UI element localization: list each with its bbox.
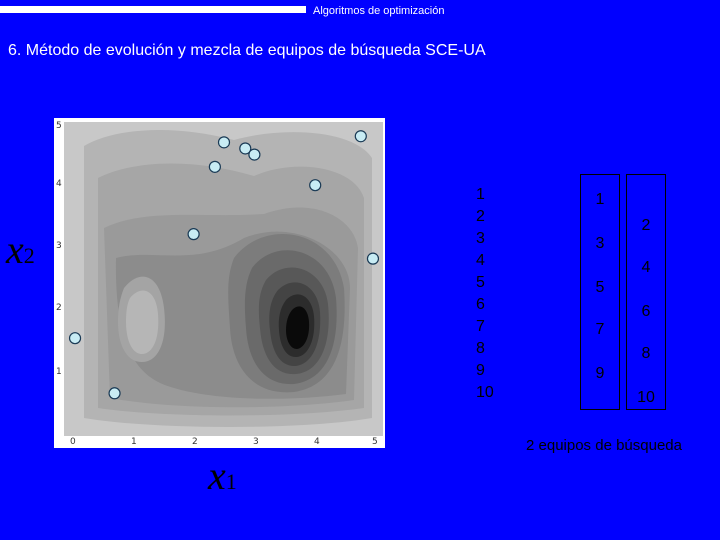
team-1-item: 1 <box>595 191 605 208</box>
x-axis-variable-base: x <box>208 453 226 498</box>
point-index: 9 <box>476 362 485 379</box>
sample-points <box>68 130 380 400</box>
y-tick-label: 1 <box>56 367 62 377</box>
contour-plot: 0 1 2 3 4 5 1 2 3 4 5 <box>54 118 385 448</box>
sample-point <box>354 130 367 143</box>
team-1-box: 1 3 5 7 9 <box>580 174 620 410</box>
team-2-item: 2 <box>641 217 651 234</box>
y-tick-label: 4 <box>56 179 62 189</box>
x-tick-label: 2 <box>192 437 198 447</box>
point-index: 2 <box>476 208 485 225</box>
x-tick-label: 0 <box>70 437 76 447</box>
team-1-item: 9 <box>595 365 605 382</box>
teams-caption: 2 equipos de búsqueda <box>526 437 682 454</box>
contour-levels <box>84 129 372 427</box>
point-index: 10 <box>476 384 494 401</box>
team-1-item: 3 <box>595 235 605 252</box>
team-2-item: 4 <box>641 259 651 276</box>
team-1-item: 5 <box>595 279 605 296</box>
plot-ticks: 0 1 2 3 4 5 1 2 3 4 5 <box>56 121 378 447</box>
header-bar <box>0 6 306 13</box>
sample-point <box>309 179 322 192</box>
x-tick-label: 4 <box>314 437 320 447</box>
y-tick-label: 2 <box>56 303 62 313</box>
x-axis-variable: x1 <box>208 452 237 499</box>
x-tick-label: 5 <box>372 437 378 447</box>
team-2-item: 6 <box>641 303 651 320</box>
y-tick-label: 3 <box>56 241 62 251</box>
point-index: 8 <box>476 340 485 357</box>
sample-point <box>239 142 252 155</box>
sample-point <box>108 387 121 400</box>
point-index: 3 <box>476 230 485 247</box>
x-axis-variable-sub: 1 <box>225 469 237 494</box>
y-axis-variable-sub: 2 <box>23 243 35 268</box>
sample-point <box>366 252 380 265</box>
point-index: 5 <box>476 274 485 291</box>
point-index: 1 <box>476 186 485 203</box>
sample-point <box>248 148 261 161</box>
x-tick-label: 1 <box>131 437 137 447</box>
sample-point <box>217 136 231 149</box>
team-2-item: 8 <box>641 345 651 362</box>
slide-title: 6. Método de evolución y mezcla de equip… <box>8 42 486 59</box>
point-index: 4 <box>476 252 485 269</box>
y-tick-label: 5 <box>56 121 62 131</box>
team-2-item: 10 <box>637 389 655 406</box>
point-index-list: 1 2 3 4 5 6 7 8 9 10 <box>476 184 494 404</box>
header-text: Algoritmos de optimización <box>313 5 445 17</box>
sample-point <box>208 160 221 173</box>
y-axis-variable: x2 <box>6 226 35 273</box>
team-2-box: 2 4 6 8 10 <box>626 174 666 410</box>
sample-point <box>68 332 82 345</box>
team-1-item: 7 <box>595 321 605 338</box>
y-axis-variable-base: x <box>6 227 24 272</box>
sample-point <box>187 228 200 241</box>
point-index: 6 <box>476 296 485 313</box>
x-tick-label: 3 <box>253 437 259 447</box>
point-index: 7 <box>476 318 485 335</box>
